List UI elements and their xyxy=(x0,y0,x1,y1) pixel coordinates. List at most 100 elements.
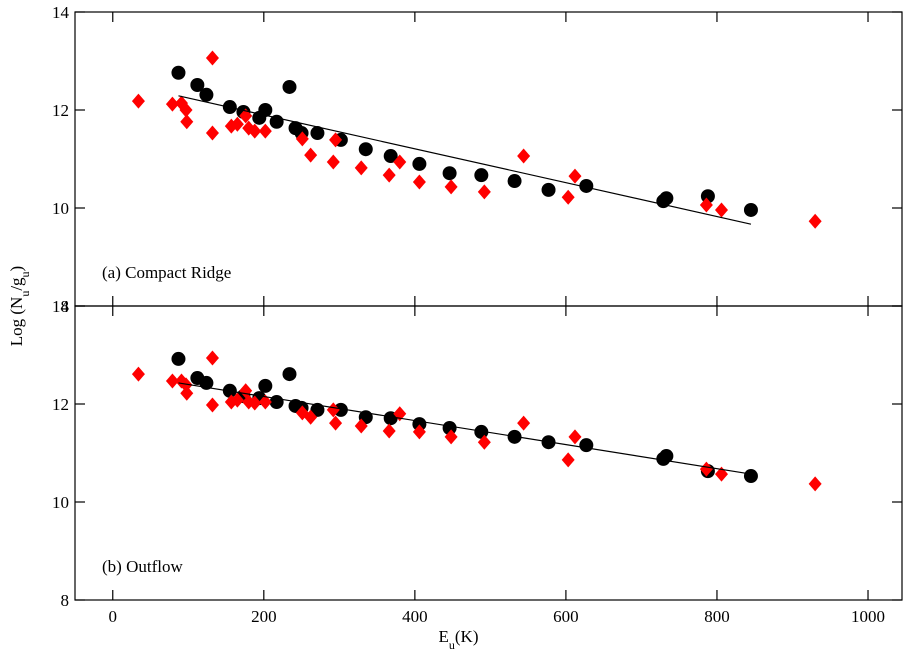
fit-line xyxy=(178,95,752,225)
point xyxy=(477,184,491,200)
point xyxy=(412,424,426,440)
point xyxy=(714,202,728,218)
point xyxy=(248,395,262,411)
annotation: (b) Outflow xyxy=(102,557,183,576)
y-tick-label: 14 xyxy=(52,3,70,22)
point xyxy=(444,429,458,445)
point xyxy=(442,166,457,181)
point xyxy=(474,168,489,183)
point xyxy=(282,79,297,94)
point xyxy=(199,87,214,102)
point xyxy=(282,367,297,382)
point xyxy=(507,174,522,189)
point xyxy=(568,168,582,184)
point xyxy=(165,96,179,112)
point xyxy=(205,397,219,413)
x-tick-label: 400 xyxy=(402,607,428,626)
point xyxy=(412,156,427,171)
annotation: (a) Compact Ridge xyxy=(102,263,231,282)
ylabel-part: u xyxy=(18,271,32,277)
y-tick-label: 8 xyxy=(61,297,70,316)
point xyxy=(131,93,145,109)
point xyxy=(333,402,348,417)
point xyxy=(326,402,340,418)
ylabel-part: u xyxy=(18,291,32,297)
point xyxy=(354,160,368,176)
point xyxy=(541,182,556,197)
y-tick-label: 14 xyxy=(52,297,70,316)
ylabel: Log (Nu/gu) xyxy=(7,266,32,346)
point xyxy=(568,429,582,445)
x-tick-label: 600 xyxy=(553,607,579,626)
point xyxy=(808,213,822,229)
point xyxy=(230,392,244,408)
point xyxy=(304,147,318,163)
point xyxy=(579,438,594,453)
point xyxy=(179,102,193,118)
point xyxy=(743,469,758,484)
point xyxy=(383,149,398,164)
point xyxy=(358,142,373,157)
x-tick-label: 0 xyxy=(109,607,118,626)
point xyxy=(171,351,186,366)
point xyxy=(131,366,145,382)
point xyxy=(190,78,205,93)
point xyxy=(310,402,325,417)
x-tick-label: 800 xyxy=(704,607,730,626)
point xyxy=(700,189,715,204)
point xyxy=(230,116,244,132)
point xyxy=(180,114,194,130)
point xyxy=(258,123,272,139)
point xyxy=(412,174,426,190)
point xyxy=(354,418,368,434)
point xyxy=(258,378,273,393)
point xyxy=(382,423,396,439)
point xyxy=(382,167,396,183)
point xyxy=(248,123,262,139)
point xyxy=(304,409,318,425)
point xyxy=(808,476,822,492)
point xyxy=(295,131,309,147)
point xyxy=(326,154,340,170)
point xyxy=(329,132,343,148)
point xyxy=(329,415,343,431)
y-tick-label: 10 xyxy=(52,493,69,512)
x-tick-label: 200 xyxy=(251,607,277,626)
point xyxy=(205,50,219,66)
ylabel-part: ) xyxy=(7,266,26,272)
xlabel-part: (K) xyxy=(455,627,479,646)
point xyxy=(258,394,272,410)
point xyxy=(699,197,713,213)
fit-line xyxy=(178,382,752,475)
point xyxy=(477,434,491,450)
plot-frame xyxy=(74,11,903,307)
point xyxy=(442,421,457,436)
point xyxy=(743,202,758,217)
point xyxy=(444,179,458,195)
xlabel-part: u xyxy=(449,638,455,652)
point xyxy=(205,125,219,141)
point xyxy=(205,350,219,366)
xlabel-part: E xyxy=(439,627,449,646)
point xyxy=(171,65,186,80)
y-tick-label: 8 xyxy=(61,591,70,610)
point xyxy=(561,189,575,205)
point xyxy=(517,415,531,431)
point xyxy=(659,191,674,206)
xlabel: Eu(K) xyxy=(439,627,479,652)
point xyxy=(310,126,325,141)
point xyxy=(517,148,531,164)
point xyxy=(579,178,594,193)
y-tick-label: 12 xyxy=(52,395,69,414)
point xyxy=(180,385,194,401)
ylabel-part: Log (N xyxy=(7,297,26,347)
plot-frame xyxy=(74,305,903,601)
y-tick-label: 12 xyxy=(52,101,69,120)
point xyxy=(561,452,575,468)
point xyxy=(165,373,179,389)
point xyxy=(393,154,407,170)
x-tick-label: 1000 xyxy=(851,607,885,626)
ylabel-part: /g xyxy=(7,277,26,291)
